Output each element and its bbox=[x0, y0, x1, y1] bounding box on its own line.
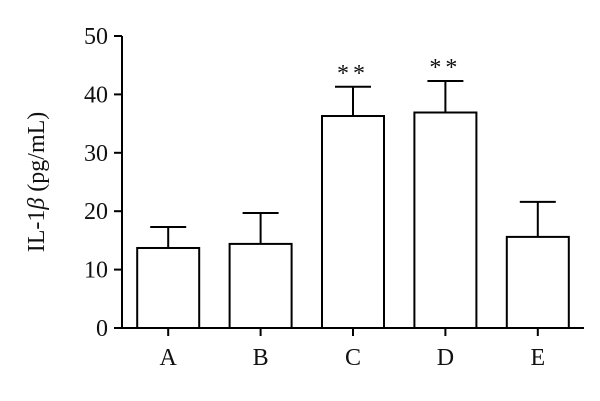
y-tick-label: 20 bbox=[84, 199, 108, 225]
y-ticks: 0 10 20 30 40 50 bbox=[84, 24, 122, 342]
significance-marker: ** bbox=[337, 61, 369, 87]
x-tick-label: E bbox=[530, 345, 545, 371]
y-tick-label: 0 bbox=[96, 316, 108, 342]
y-axis-label-symbol: β bbox=[24, 198, 50, 211]
bar bbox=[505, 235, 570, 329]
y-tick-label: 10 bbox=[84, 258, 108, 284]
x-tick-label: A bbox=[160, 345, 178, 371]
bar bbox=[228, 242, 293, 330]
x-tick-label: C bbox=[345, 345, 361, 371]
bar bbox=[413, 111, 478, 329]
x-tick-label: B bbox=[253, 345, 269, 371]
y-axis-label-suffix: (pg/mL) bbox=[24, 112, 50, 198]
y-axis-label-prefix: IL-1 bbox=[24, 210, 50, 253]
annotations: ** ** bbox=[337, 55, 461, 87]
error-bars bbox=[150, 79, 556, 248]
x-ticks: A B C D E bbox=[160, 328, 545, 371]
y-tick-label: 40 bbox=[84, 82, 108, 108]
significance-marker: ** bbox=[429, 55, 461, 81]
y-axis-label: IL-1β (pg/mL) bbox=[24, 112, 50, 253]
bars bbox=[136, 111, 570, 330]
x-tick-label: D bbox=[437, 345, 454, 371]
bar bbox=[136, 246, 201, 330]
y-tick-label: 50 bbox=[84, 24, 108, 50]
axes: 0 10 20 30 40 50 A B C D E bbox=[84, 24, 584, 371]
y-tick-label: 30 bbox=[84, 141, 108, 167]
bar bbox=[321, 115, 385, 330]
